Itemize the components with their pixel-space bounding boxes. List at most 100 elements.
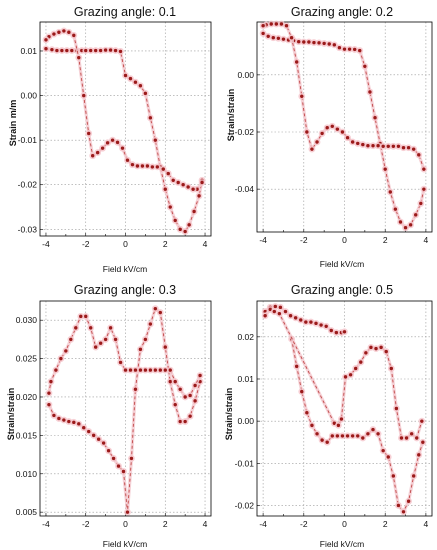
y-tick-label: -0.02 [235, 127, 255, 137]
data-point [278, 305, 283, 310]
data-point [171, 178, 175, 182]
data-point [366, 144, 370, 148]
data-point [178, 227, 182, 232]
data-point [320, 131, 324, 136]
data-point [330, 434, 334, 438]
data-point [325, 126, 329, 130]
data-point [315, 140, 319, 144]
data-point [411, 474, 416, 478]
data-point [72, 420, 76, 425]
data-point [44, 47, 48, 51]
x-axis-label: Field kV/cm [103, 264, 147, 274]
data-point [325, 440, 329, 444]
data-point [391, 144, 396, 148]
data-point [310, 423, 314, 428]
data-point [294, 364, 299, 369]
data-point [110, 138, 115, 142]
data-point [72, 33, 76, 38]
data-point [261, 24, 265, 28]
data-point [408, 223, 413, 227]
data-point [173, 402, 177, 407]
data-point [315, 432, 319, 436]
data-point [368, 90, 372, 94]
data-point [299, 318, 303, 322]
data-point [47, 391, 51, 395]
data-point [118, 49, 123, 54]
data-point [422, 167, 426, 171]
x-tick-label: 0 [342, 235, 347, 245]
data-point [268, 307, 272, 312]
data-point [417, 153, 421, 157]
x-tick-label: 4 [203, 519, 208, 529]
data-point [183, 419, 187, 424]
data-point [155, 165, 160, 169]
data-point [319, 323, 323, 327]
x-tick-label: -2 [82, 239, 90, 249]
data-point [334, 330, 339, 335]
data-point [105, 141, 110, 145]
data-point [388, 190, 392, 194]
plot-frame [256, 300, 433, 517]
data-point [384, 349, 388, 354]
data-point [123, 73, 128, 78]
x-tick-label: 4 [424, 235, 429, 245]
y-tick-label: -0.03 [18, 224, 38, 234]
data-point [93, 345, 98, 349]
data-point [116, 464, 121, 468]
data-point [288, 314, 293, 318]
panel-grazing-0-5: Grazing angle: 0.5 Strain/strain Field k… [224, 283, 433, 549]
y-tick-label: -0.02 [18, 180, 38, 190]
data-point [49, 379, 53, 384]
y-tick-label: 0.00 [237, 70, 254, 80]
data-point [343, 375, 348, 379]
data-point [133, 368, 138, 372]
data-point [340, 434, 345, 438]
data-point [82, 93, 86, 98]
data-point [44, 38, 48, 42]
y-tick-label: -0.02 [235, 500, 255, 510]
x-tick-label: 4 [203, 239, 208, 249]
panel-grazing-0-2: Grazing angle: 0.2 Strain/strain Field k… [226, 5, 433, 269]
data-point [188, 414, 192, 418]
data-point [419, 201, 423, 206]
data-point [47, 402, 51, 407]
x-tick-label: 0 [123, 239, 128, 249]
data-point [391, 474, 396, 478]
data-point [101, 441, 106, 445]
data-point [332, 421, 337, 425]
data-point [381, 144, 385, 148]
data-point [297, 40, 301, 44]
data-point [161, 167, 165, 171]
y-tick-label: 0.00 [237, 416, 254, 426]
data-point [82, 425, 86, 430]
y-axis-label: Strain/strain [226, 89, 236, 142]
data-point [347, 47, 352, 51]
data-point [403, 226, 408, 230]
data-point [389, 366, 394, 371]
y-axis-label: Strain m/m [8, 100, 18, 147]
data-point [272, 309, 276, 314]
data-point [350, 434, 355, 438]
data-point [89, 326, 93, 330]
data-point [188, 393, 192, 398]
data-point [191, 187, 195, 191]
data-point [153, 368, 158, 372]
data-point [143, 91, 148, 96]
data-point [398, 220, 403, 224]
data-point [350, 140, 355, 144]
data-point [77, 422, 81, 426]
data-point [128, 76, 133, 81]
data-point [273, 304, 278, 309]
data-point [283, 309, 288, 314]
data-point [129, 456, 134, 461]
data-point [120, 146, 125, 150]
data-point [337, 46, 342, 50]
data-point [300, 94, 304, 98]
data-point [163, 368, 167, 372]
chart-title: Grazing angle: 0.2 [291, 5, 393, 19]
data-point [103, 48, 108, 52]
data-point [187, 223, 191, 227]
data-point [178, 419, 182, 424]
y-axis-label: Strain/strain [6, 388, 16, 441]
